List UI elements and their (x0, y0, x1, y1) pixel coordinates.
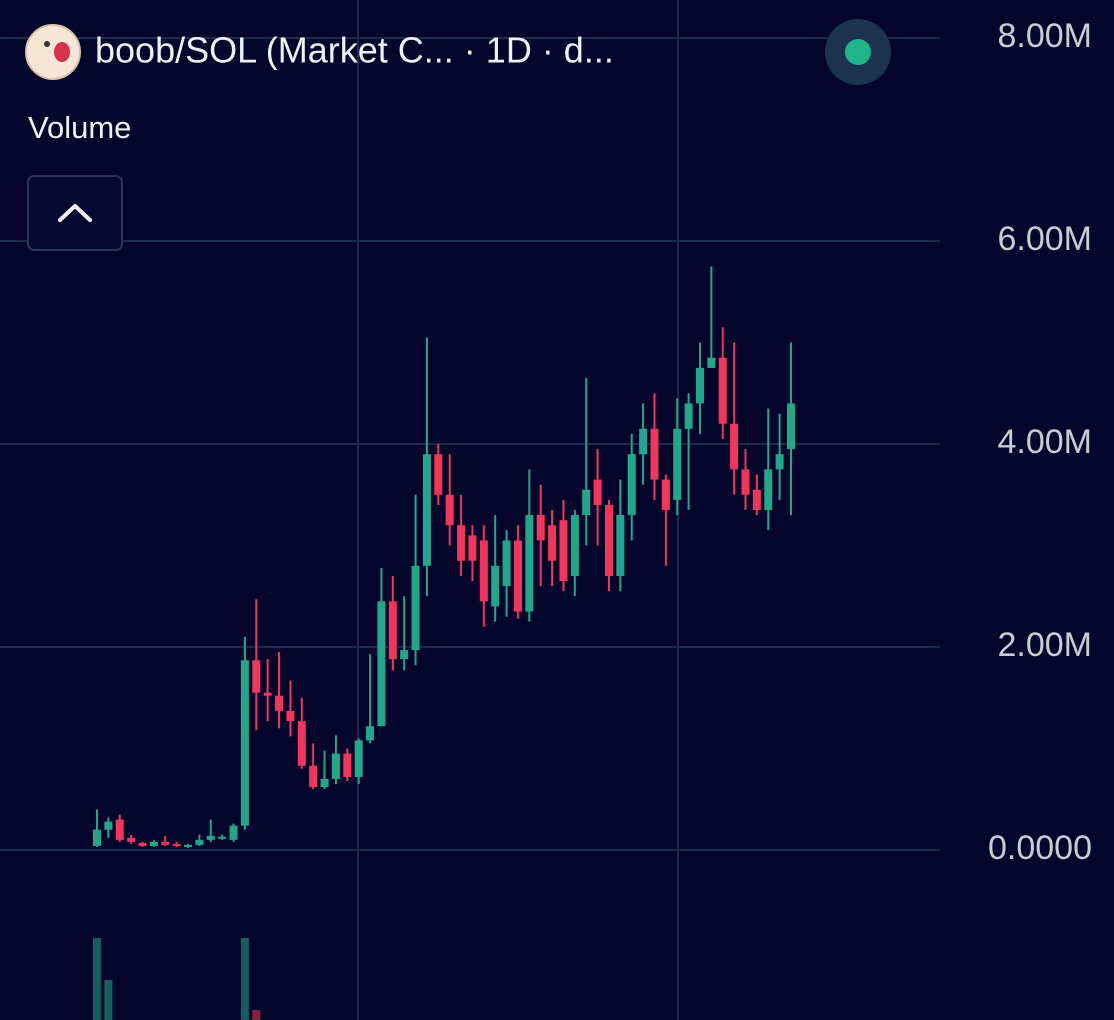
candle-body (309, 765, 318, 788)
candle-body (468, 535, 477, 561)
candle-body (286, 710, 295, 722)
candle-body (764, 469, 773, 510)
candle-body (149, 841, 158, 846)
volume-bar (93, 938, 101, 1020)
candle-body (377, 601, 386, 727)
candle-body (787, 403, 795, 450)
candle-body (730, 423, 739, 470)
volume-bar (240, 938, 249, 1020)
volume-label: Volume (28, 110, 131, 145)
candle-body (513, 540, 522, 612)
candle-body (582, 489, 591, 516)
candle-body (229, 825, 238, 840)
candle-body (320, 778, 329, 788)
candle-body (502, 540, 511, 587)
candle-body (115, 819, 124, 840)
candle-body (104, 821, 113, 830)
header: boob/SOL (Market C... · 1D · d... Volume (25, 19, 891, 251)
candle-body (718, 357, 727, 424)
candle-body (661, 479, 670, 510)
volume-bar (104, 980, 113, 1020)
candle-body (525, 515, 534, 612)
candle-body (457, 525, 466, 561)
candle-body (741, 469, 750, 495)
collapse-button[interactable] (27, 175, 123, 251)
candle-body (366, 726, 375, 741)
y-tick-label: 6.00M (998, 220, 1093, 258)
candle-body (195, 839, 204, 845)
candle-body (127, 837, 136, 842)
candle-body (627, 454, 636, 516)
candle-body (639, 428, 648, 455)
candle-body (138, 842, 147, 846)
candle-body (707, 357, 716, 368)
candle-body (206, 835, 215, 840)
candle-body (479, 540, 488, 602)
candle-body (604, 504, 613, 576)
candle-body (354, 740, 363, 777)
candle-body (411, 565, 420, 651)
candle-body (548, 525, 557, 561)
candle-body (331, 753, 340, 779)
candle-body (275, 695, 284, 711)
candle-body (184, 844, 193, 847)
candle-body (240, 660, 249, 826)
candle-body (252, 660, 261, 693)
y-tick-label: 8.00M (998, 17, 1093, 55)
candle-body (684, 403, 693, 429)
candle-body (559, 520, 568, 582)
y-tick-label: 2.00M (998, 626, 1093, 664)
candle-body (752, 489, 761, 510)
plot (93, 266, 795, 1020)
candle-body (616, 515, 625, 576)
candle-body (775, 454, 784, 470)
candle-body (172, 843, 181, 846)
candle-body (263, 692, 272, 696)
candle-body (297, 721, 306, 766)
y-axis: 8.00M 6.00M 4.00M 2.00M 0.0000 (988, 17, 1092, 867)
candle-body (695, 367, 704, 404)
candle-body (650, 428, 659, 480)
grid (0, 0, 940, 1020)
y-tick-label: 0.0000 (988, 829, 1092, 867)
chevron-icon (58, 204, 92, 222)
candle-body (536, 515, 545, 541)
symbol-icon (25, 24, 81, 80)
candle-body (218, 836, 227, 839)
candle-body (93, 829, 101, 846)
candle-body (445, 494, 454, 526)
candle-body (343, 753, 352, 777)
chart-title: boob/SOL (Market C... · 1D · d... (95, 30, 614, 71)
symbol-icon-detail (44, 41, 50, 47)
symbol-icon-detail (54, 42, 70, 62)
status-dot (845, 39, 871, 65)
y-tick-label: 4.00M (998, 423, 1093, 461)
candle-body (422, 454, 431, 566)
volume-bar (252, 1010, 261, 1020)
candle-body (388, 601, 397, 660)
candle-body (570, 515, 579, 576)
candle-body (673, 428, 682, 500)
candle-body (434, 454, 443, 495)
candle-body (593, 479, 602, 505)
candle-body (491, 565, 500, 607)
candle-body (400, 650, 409, 660)
candle-body (161, 841, 170, 845)
